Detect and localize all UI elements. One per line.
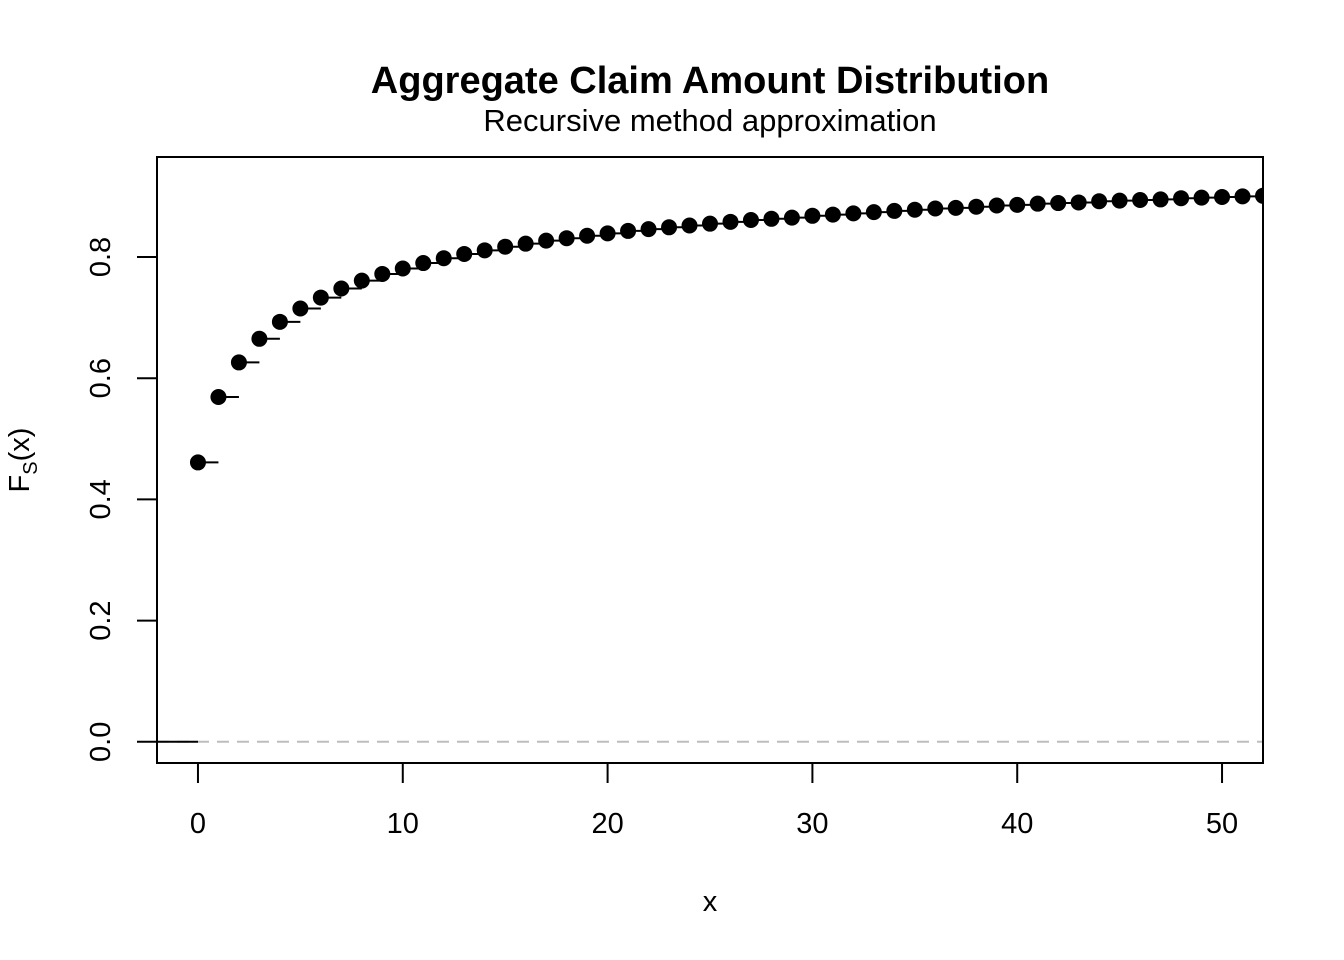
data-point	[189, 454, 206, 471]
data-point	[517, 235, 534, 252]
y-axis-label-rest: (x)	[4, 428, 36, 462]
data-point	[1193, 189, 1210, 206]
data-point	[599, 225, 616, 242]
data-point	[661, 219, 678, 236]
data-point	[374, 265, 391, 282]
plot-frame	[156, 156, 1264, 764]
data-point	[865, 204, 882, 221]
data-point	[988, 197, 1005, 214]
data-point	[1009, 196, 1026, 213]
x-tick-label: 40	[1001, 808, 1033, 840]
data-point	[1214, 188, 1231, 205]
data-point	[968, 198, 985, 215]
y-tick-label: 0.2	[85, 600, 117, 640]
data-point	[906, 201, 923, 218]
data-point	[538, 232, 555, 249]
data-point	[681, 217, 698, 234]
x-axis-label: x	[703, 886, 718, 918]
data-point	[783, 209, 800, 226]
data-point	[1132, 192, 1149, 209]
plot-marks	[157, 187, 1263, 743]
data-point	[927, 200, 944, 217]
data-point	[435, 250, 452, 267]
y-axis-label: FS(x)	[4, 428, 42, 493]
data-point	[722, 213, 739, 230]
data-point	[210, 388, 227, 405]
data-point	[456, 245, 473, 262]
chart-subtitle: Recursive method approximation	[483, 103, 936, 138]
data-point	[742, 212, 759, 229]
data-point	[1029, 195, 1046, 212]
y-tick-label: 0.8	[85, 237, 117, 277]
data-point	[763, 210, 780, 227]
data-point	[804, 207, 821, 224]
x-tick-label: 10	[387, 808, 419, 840]
y-tick-label: 0.0	[85, 722, 117, 762]
y-axis-label-main: F	[4, 475, 36, 493]
data-point	[558, 230, 575, 247]
data-point	[1234, 188, 1251, 205]
data-point	[476, 242, 493, 259]
data-point	[415, 255, 432, 272]
data-point	[333, 280, 350, 297]
x-tick-label: 0	[190, 808, 206, 840]
data-point	[353, 272, 370, 289]
data-point	[292, 300, 309, 317]
data-point	[1255, 187, 1263, 204]
data-point	[640, 221, 657, 238]
data-point	[230, 354, 247, 371]
data-point	[886, 202, 903, 219]
x-tick-label: 20	[591, 808, 623, 840]
data-point	[497, 238, 514, 255]
data-point	[824, 206, 841, 223]
data-point	[394, 260, 411, 277]
data-point	[312, 289, 329, 306]
data-point	[845, 205, 862, 222]
data-point	[947, 199, 964, 216]
data-point	[579, 227, 596, 244]
data-point	[1050, 195, 1067, 212]
data-point	[1070, 194, 1087, 211]
data-point	[1091, 193, 1108, 210]
data-point	[251, 330, 268, 347]
y-tick-label: 0.6	[85, 358, 117, 398]
axes-layer: 0 10 20 30 40 50 0.0 0.2 0.4 0.6 0.8	[85, 156, 1264, 840]
y-axis-label-sub: S	[20, 461, 42, 474]
data-point	[1173, 190, 1190, 207]
data-point	[271, 313, 288, 330]
x-tick-label: 30	[796, 808, 828, 840]
y-tick-label: 0.4	[85, 479, 117, 519]
data-point	[620, 222, 637, 239]
x-tick-label: 50	[1206, 808, 1238, 840]
data-point	[702, 215, 718, 232]
chart-title: Aggregate Claim Amount Distribution	[371, 60, 1049, 102]
data-point	[1152, 191, 1169, 208]
data-point	[1111, 192, 1128, 209]
